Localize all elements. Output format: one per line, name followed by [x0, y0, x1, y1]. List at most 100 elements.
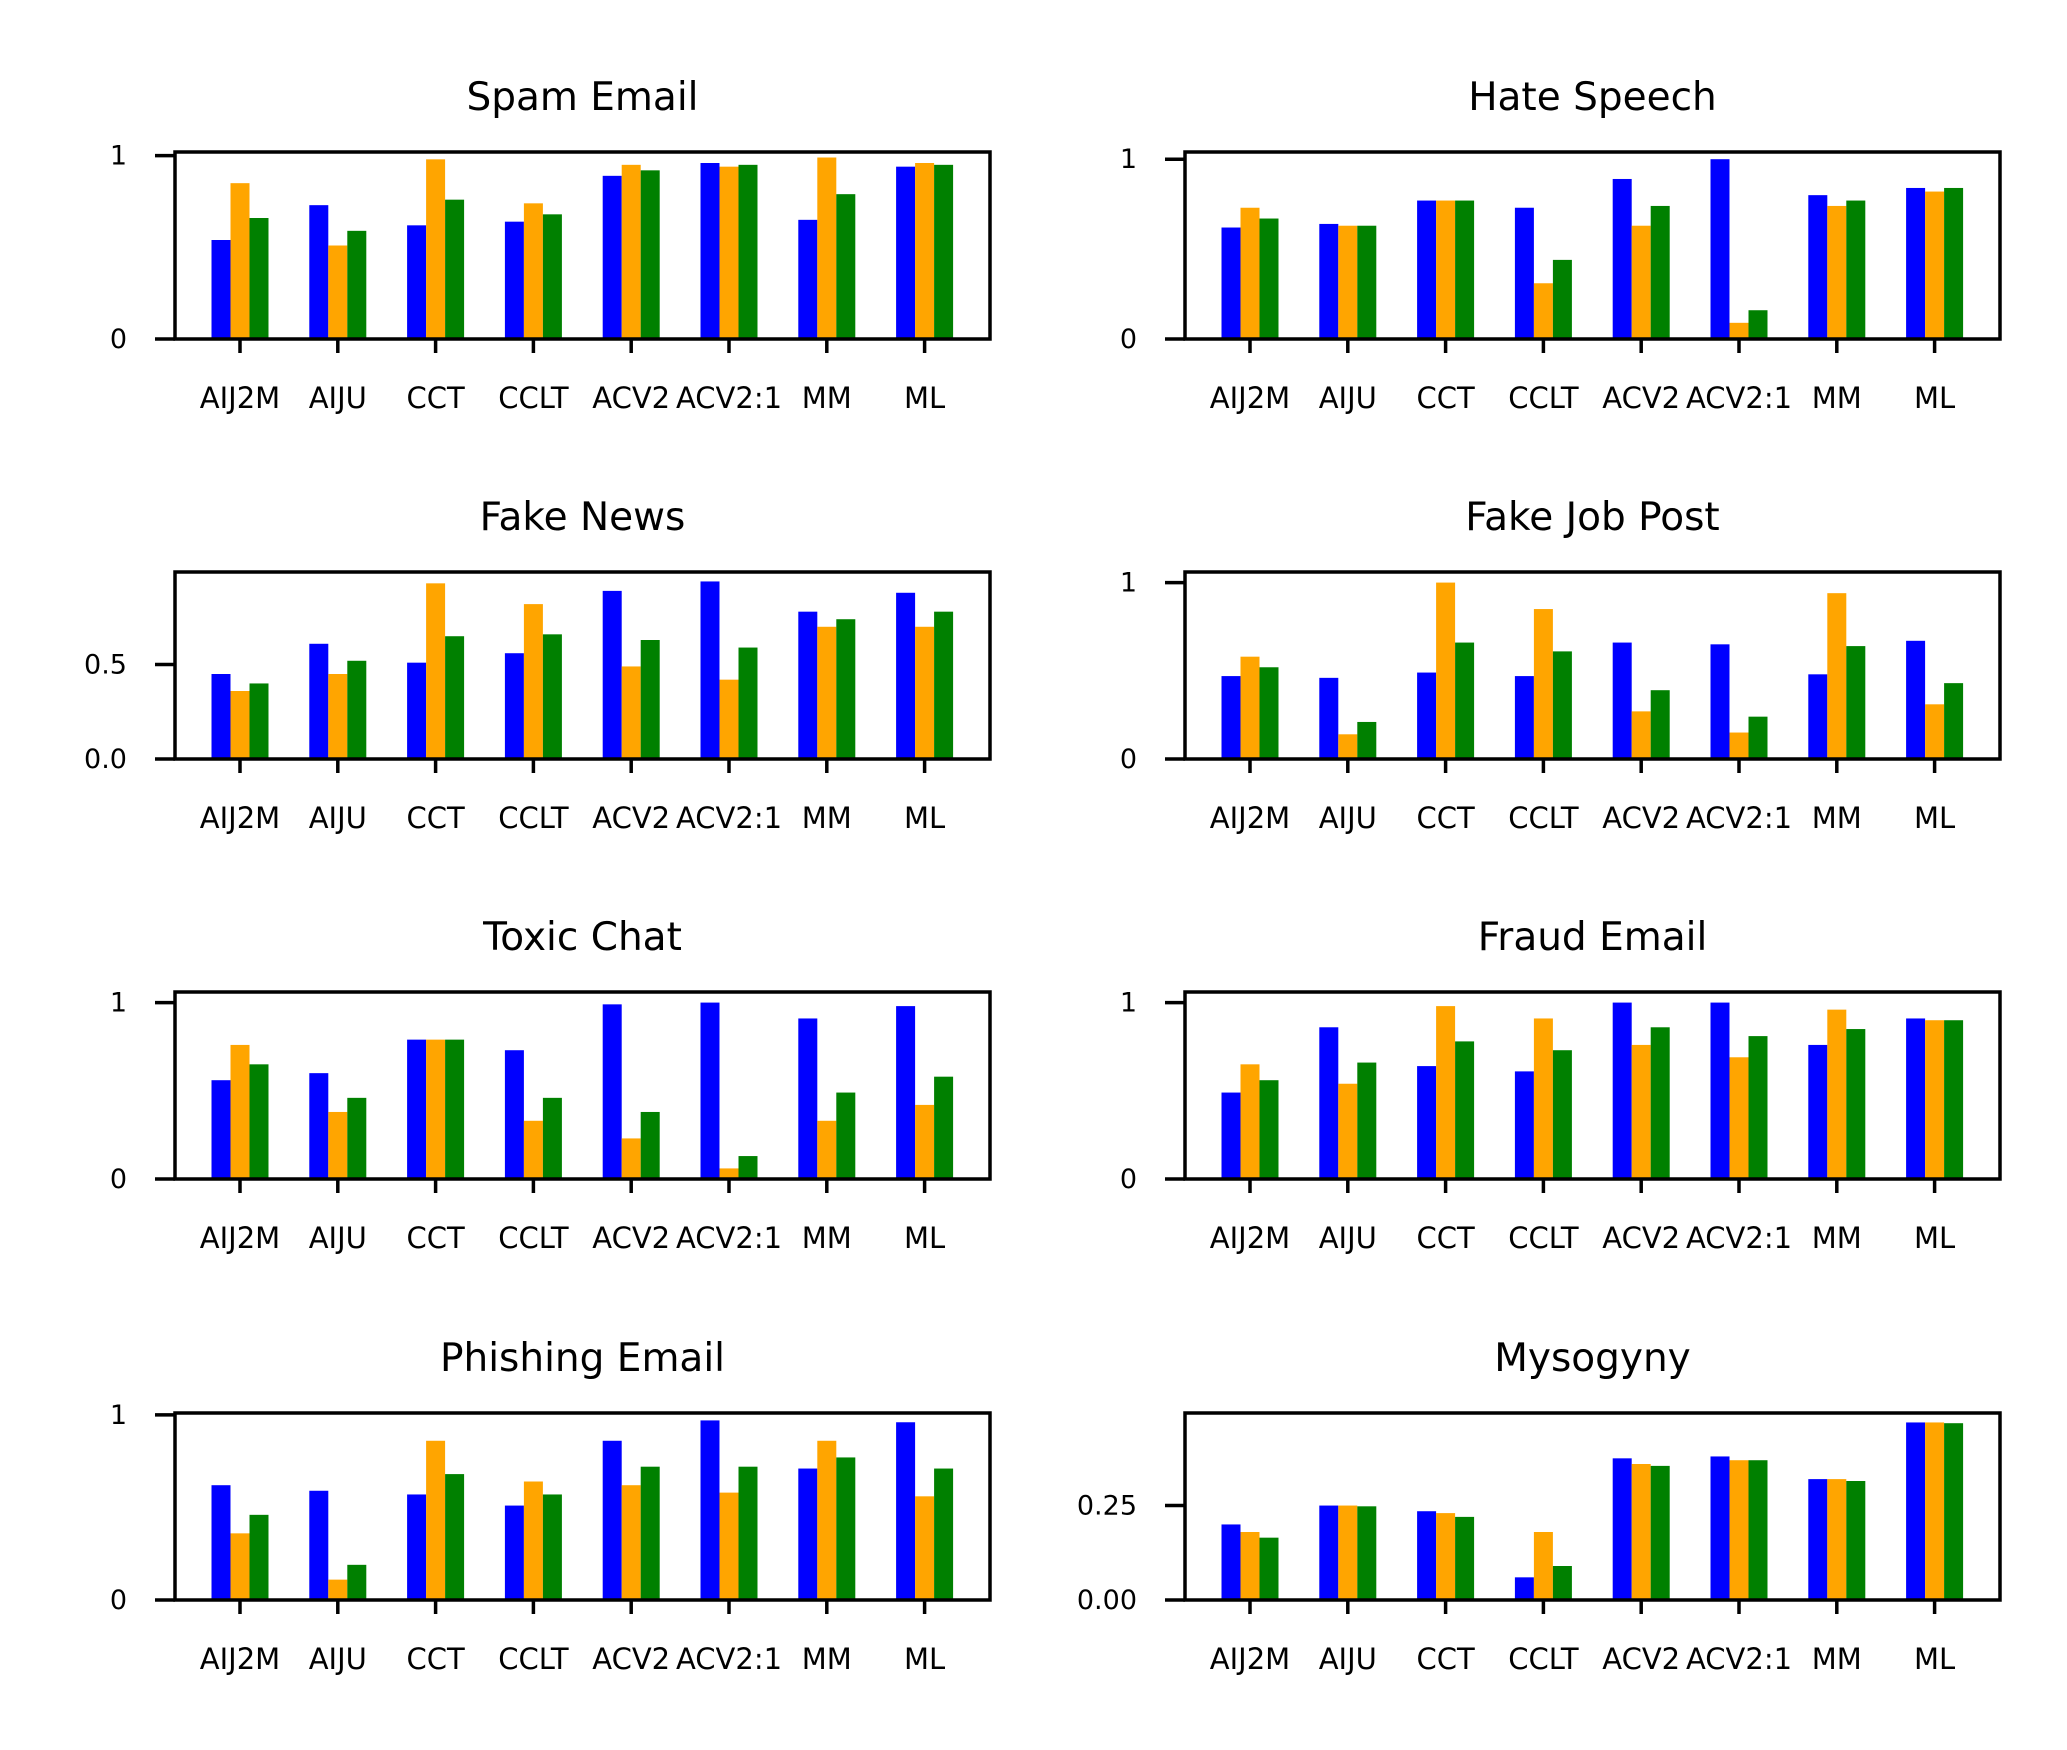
bar-aiju-green: [347, 230, 367, 339]
axes-frame: [173, 150, 992, 341]
bar-aij2m-green: [249, 1514, 269, 1600]
bar-cclt-blue: [504, 221, 524, 339]
bar-mm-green: [836, 1457, 856, 1600]
y-tick-label: 0.0: [84, 744, 127, 775]
y-tick-label: 0.5: [84, 650, 127, 681]
x-tick-label-aij2m: AIJ2M: [1210, 1642, 1290, 1676]
x-tick-label-aij2m: AIJ2M: [1210, 801, 1290, 835]
subplot-title: Hate Speech: [1468, 75, 1717, 120]
bar-cclt-orange: [523, 1120, 543, 1179]
bar-aij2m-blue: [1221, 227, 1241, 339]
bar-acv2-blue: [1612, 642, 1632, 759]
x-tick-label-ml: ML: [1914, 1221, 1955, 1255]
bar-cct-green: [1455, 1041, 1475, 1179]
x-tick-label-aiju: AIJU: [309, 801, 367, 835]
bar-ml-blue: [896, 1006, 916, 1179]
x-tick-label-mm: MM: [802, 801, 852, 835]
bar-acv2-green: [640, 170, 660, 339]
x-tick-label-cclt: CCLT: [1508, 801, 1579, 835]
bar-mm-blue: [798, 1018, 818, 1179]
bar-mm-orange: [817, 1440, 837, 1600]
bar-aij2m-green: [249, 218, 269, 339]
bar-cct-orange: [426, 159, 446, 339]
bar-ml-blue: [896, 1422, 916, 1600]
bar-cclt-orange: [523, 1481, 543, 1600]
bar-cclt-orange: [523, 604, 543, 759]
bar-mm-green: [836, 619, 856, 759]
axes-frame: [173, 990, 992, 1181]
bar-acv2-1-green: [738, 1156, 758, 1179]
bar-acv2-1-blue: [700, 1002, 720, 1179]
bar-ml-blue: [1906, 640, 1926, 759]
bar-cclt-orange: [1533, 609, 1553, 759]
bar-cct-orange: [426, 1039, 446, 1179]
bar-cct-orange: [1436, 1006, 1456, 1179]
x-tick-label-acv2: ACV2: [1602, 381, 1680, 415]
bar-acv2-1-orange: [1729, 732, 1749, 759]
x-tick-label-cclt: CCLT: [1508, 1221, 1579, 1255]
x-tick-label-mm: MM: [1812, 381, 1862, 415]
x-tick-label-acv2-1: ACV2:1: [1686, 1221, 1792, 1255]
bar-cct-blue: [407, 225, 427, 339]
bar-aij2m-blue: [211, 674, 231, 759]
bar-aiju-orange: [328, 1111, 348, 1179]
bar-aiju-orange: [328, 1579, 348, 1600]
x-tick-label-mm: MM: [802, 1642, 852, 1676]
bar-acv2-1-green: [738, 647, 758, 759]
bar-aiju-blue: [1319, 677, 1339, 759]
bar-acv2-green: [640, 1111, 660, 1179]
x-tick-label-cct: CCT: [1416, 1221, 1474, 1255]
bar-aiju-blue: [309, 1073, 329, 1179]
subplot-title: Mysogyny: [1494, 1336, 1691, 1381]
x-tick-label-mm: MM: [1812, 801, 1862, 835]
bar-mm-blue: [798, 611, 818, 759]
x-tick-label-cct: CCT: [1416, 801, 1474, 835]
x-tick-label-aiju: AIJU: [1319, 801, 1377, 835]
x-tick-label-cclt: CCLT: [498, 1642, 569, 1676]
bar-aij2m-green: [249, 683, 269, 759]
bar-acv2-blue: [1612, 1458, 1632, 1600]
bar-cct-blue: [1417, 1066, 1437, 1179]
subplot-title: Fake News: [480, 495, 686, 540]
subplot-title: Fake Job Post: [1465, 495, 1719, 540]
x-tick-label-acv2-1: ACV2:1: [676, 1642, 782, 1676]
bar-mm-blue: [1808, 1044, 1828, 1179]
bar-mm-blue: [798, 219, 818, 339]
x-tick-label-cclt: CCLT: [498, 381, 569, 415]
x-tick-label-aij2m: AIJ2M: [200, 801, 280, 835]
x-tick-label-acv2: ACV2: [1602, 801, 1680, 835]
x-tick-label-aij2m: AIJ2M: [200, 381, 280, 415]
bar-cclt-blue: [504, 1505, 524, 1600]
x-tick-label-aiju: AIJU: [309, 1221, 367, 1255]
x-tick-label-acv2: ACV2: [1602, 1642, 1680, 1676]
bar-aiju-blue: [309, 643, 329, 759]
bar-ml-blue: [1906, 1422, 1926, 1600]
bar-cct-blue: [407, 662, 427, 759]
bar-ml-orange: [915, 626, 935, 759]
x-tick-label-mm: MM: [1812, 1221, 1862, 1255]
bar-acv2-1-green: [1748, 716, 1768, 759]
bar-acv2-1-orange: [1729, 322, 1749, 339]
bar-cct-orange: [426, 583, 446, 759]
bar-aij2m-green: [1259, 1080, 1279, 1179]
bar-acv2-1-blue: [1710, 1456, 1730, 1600]
bar-cclt-green: [1552, 1566, 1572, 1600]
bar-aij2m-blue: [211, 1485, 231, 1600]
bar-cclt-green: [542, 214, 562, 339]
bar-cclt-blue: [1514, 1577, 1534, 1600]
x-tick-label-aiju: AIJU: [1319, 1221, 1377, 1255]
bar-aiju-green: [347, 1564, 367, 1600]
bar-acv2-green: [1650, 205, 1670, 339]
bar-acv2-blue: [602, 1440, 622, 1600]
x-tick-label-mm: MM: [802, 1221, 852, 1255]
x-tick-label-cclt: CCLT: [498, 1221, 569, 1255]
bar-acv2-blue: [1612, 1002, 1632, 1179]
y-tick-label: 1: [1120, 144, 1137, 175]
bar-acv2-1-blue: [1710, 159, 1730, 339]
x-tick-label-aij2m: AIJ2M: [1210, 381, 1290, 415]
bar-aij2m-orange: [230, 1533, 250, 1600]
bar-cct-green: [445, 636, 465, 759]
bar-aiju-blue: [1319, 1505, 1339, 1600]
x-tick-label-acv2-1: ACV2:1: [1686, 801, 1792, 835]
